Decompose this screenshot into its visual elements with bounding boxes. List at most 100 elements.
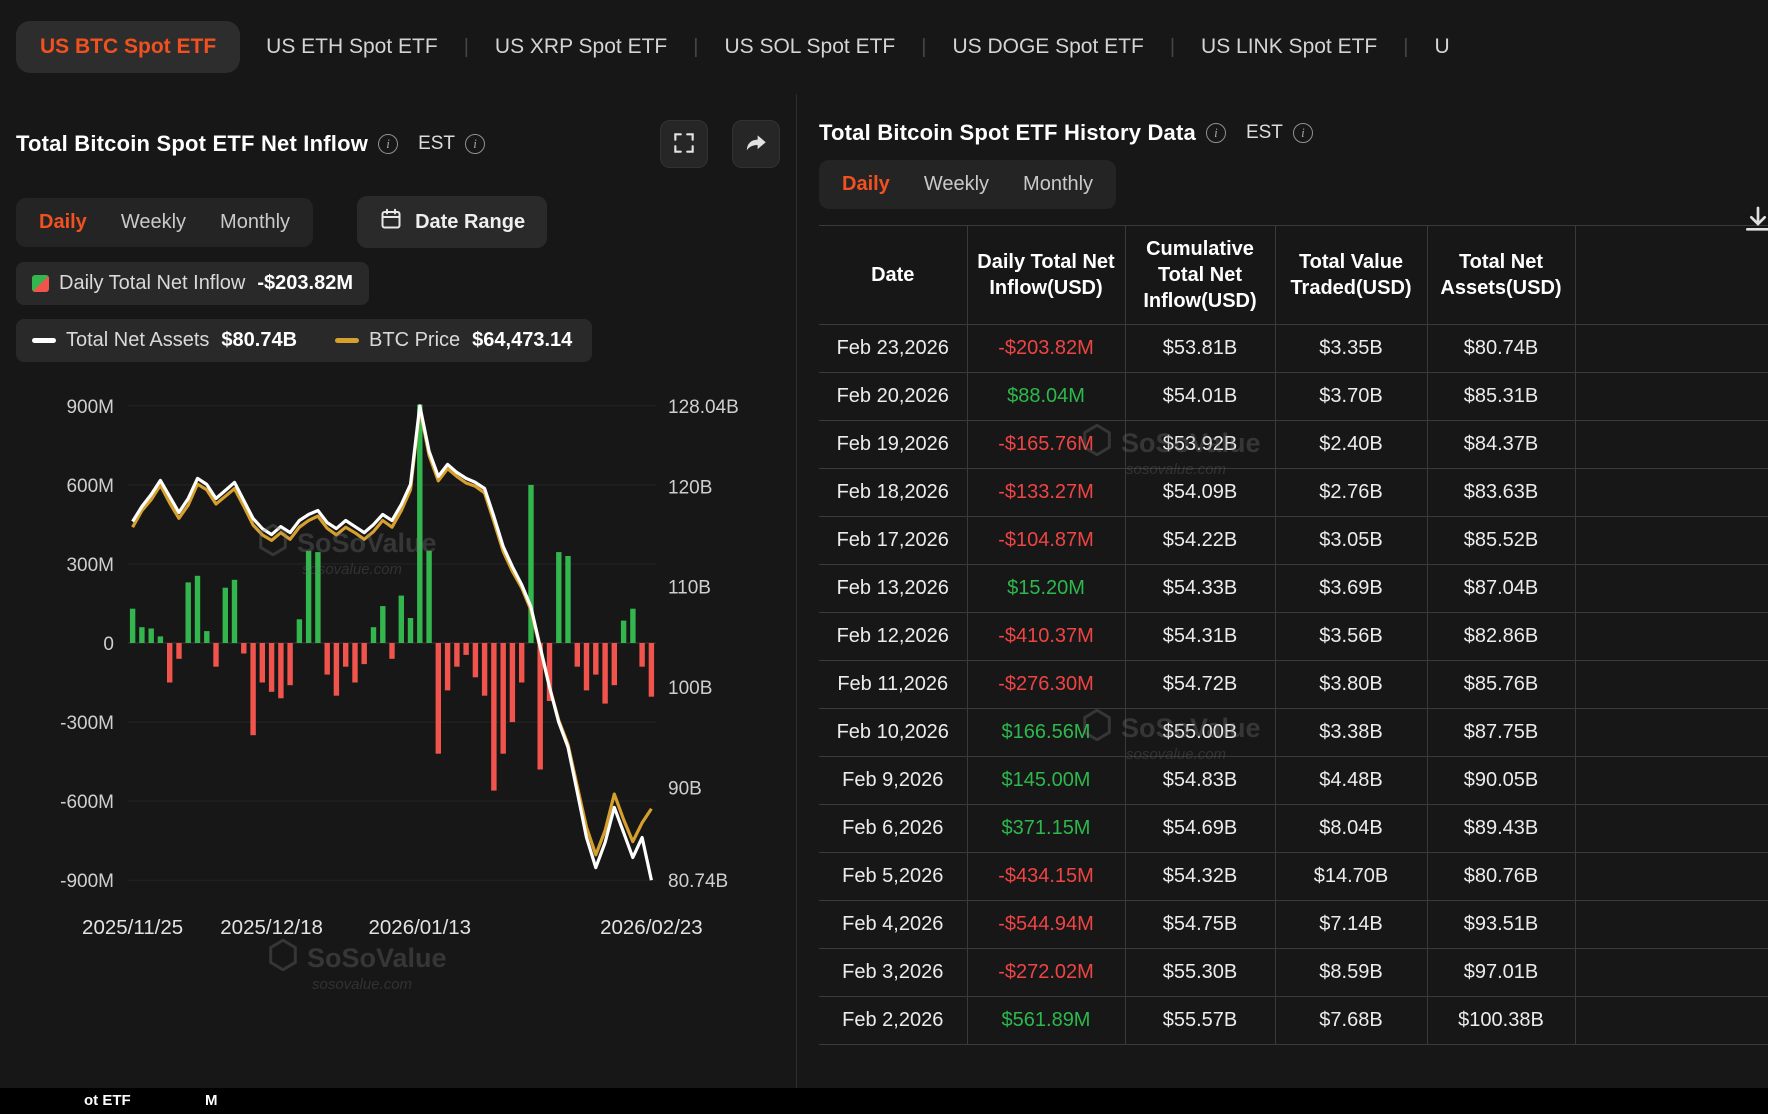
cell-clipped — [1574, 564, 1768, 613]
history-data-panel: Total Bitcoin Spot ETF History Data i ES… — [797, 94, 1768, 1114]
cell-value: $93.51B — [1426, 900, 1576, 949]
table-row: Feb 2,2026 $561.89M $55.57B $7.68B $100.38B — [819, 996, 1768, 1045]
date-range-button[interactable]: Date Range — [357, 196, 548, 248]
inflow-chart[interactable]: 900M 600M 300M 0 -300M -600M -900M 128.04B 120B 1… — [16, 376, 779, 954]
cell-clipped — [1574, 372, 1768, 421]
cell-date: Feb 18,2026 — [819, 468, 968, 517]
cell-date: Feb 17,2026 — [819, 516, 968, 565]
history-panel-header: Total Bitcoin Spot ETF History Data i ES… — [819, 120, 1768, 146]
table-row: Feb 4,2026 -$544.94M $54.75B $7.14B $93.51B — [819, 900, 1768, 949]
svg-text:120B: 120B — [668, 477, 712, 498]
cell-date: Feb 6,2026 — [819, 804, 968, 853]
table-row: Feb 13,2026 $15.20M $54.33B $3.69B $87.04B — [819, 564, 1768, 613]
fullscreen-button[interactable] — [660, 120, 708, 168]
btc-price-legend[interactable]: BTC Price $64,473.14 — [335, 329, 572, 352]
history-table-wrap[interactable]: Date Daily Total Net Inflow(USD) Cumulativ… — [819, 225, 1768, 1091]
cell-value: $100.38B — [1426, 996, 1576, 1045]
nav-separator: | — [1403, 35, 1409, 58]
lines-legend-chip: Total Net Assets $80.74B BTC Price $64,4… — [16, 319, 593, 362]
fullscreen-icon — [671, 130, 697, 159]
tab-daily[interactable]: Daily — [842, 173, 890, 195]
cell-value: $371.15M — [966, 804, 1126, 853]
cell-clipped — [1574, 324, 1768, 373]
table-row: Feb 12,2026 -$410.37M $54.31B $3.56B $82.86B — [819, 612, 1768, 661]
tab-weekly[interactable]: Weekly — [120, 210, 187, 233]
timezone-info-icon[interactable]: i — [1292, 123, 1313, 143]
download-button[interactable] — [1742, 204, 1768, 239]
cell-value: $14.70B — [1274, 852, 1428, 901]
tab-monthly[interactable]: Monthly — [220, 210, 291, 233]
assets-legend-value: $80.74B — [221, 329, 298, 351]
cell-value: -$104.87M — [966, 516, 1126, 565]
cell-clipped — [1574, 900, 1768, 949]
timezone-info-icon[interactable]: i — [465, 134, 486, 154]
inflow-legend-chip[interactable]: Daily Total Net Inflow -$203.82M — [16, 262, 370, 305]
panel-title: Total Bitcoin Spot ETF Net Inflow — [16, 131, 369, 156]
legend-row-lines: Total Net Assets $80.74B BTC Price $64,4… — [16, 319, 780, 362]
nav-tab-us-sol-spot-etf[interactable]: US SOL Spot ETF — [724, 35, 896, 58]
table-header-row: Date Daily Total Net Inflow(USD) Cumulativ… — [819, 225, 1768, 325]
cell-value: $54.75B — [1124, 900, 1276, 949]
cell-value: -$272.02M — [966, 948, 1126, 997]
cell-value: $54.32B — [1124, 852, 1276, 901]
assets-legend[interactable]: Total Net Assets $80.74B — [32, 329, 297, 352]
ticker-fragment: M — [205, 1092, 218, 1109]
cell-value: -$544.94M — [966, 900, 1126, 949]
cell-value: $53.81B — [1124, 324, 1276, 373]
share-button[interactable] — [732, 120, 780, 168]
tab-daily[interactable]: Daily — [39, 210, 87, 233]
nav-tab-u[interactable]: U — [1434, 35, 1450, 58]
cell-date: Feb 4,2026 — [819, 900, 968, 949]
btc-line-icon — [335, 338, 360, 343]
timezone-label: EST — [418, 133, 456, 154]
column-header-daily-total-net-inflow-usd: Daily Total Net Inflow(USD) — [966, 225, 1126, 325]
cell-date: Feb 23,2026 — [819, 324, 968, 373]
history-table: Date Daily Total Net Inflow(USD) Cumulativ… — [819, 225, 1768, 1045]
cell-value: $3.80B — [1274, 660, 1428, 709]
cell-value: -$165.76M — [966, 420, 1126, 469]
table-row: Feb 9,2026 $145.00M $54.83B $4.48B $90.05B — [819, 756, 1768, 805]
cell-value: $88.04M — [966, 372, 1126, 421]
svg-text:90B: 90B — [668, 778, 702, 799]
panel-divider — [796, 94, 797, 1114]
cell-value: $3.56B — [1274, 612, 1428, 661]
nav-tab-us-doge-spot-etf[interactable]: US DOGE Spot ETF — [952, 35, 1144, 58]
cell-date: Feb 3,2026 — [819, 948, 968, 997]
table-body: Feb 23,2026 -$203.82M $53.81B $3.35B $80.74B… — [819, 324, 1768, 1045]
table-period-tabs: Daily Weekly Monthly — [819, 160, 1117, 209]
cell-value: $54.31B — [1124, 612, 1276, 661]
cell-value: $87.75B — [1426, 708, 1576, 757]
cell-date: Feb 20,2026 — [819, 372, 968, 421]
tab-monthly[interactable]: Monthly — [1023, 173, 1094, 195]
nav-separator: | — [921, 35, 927, 58]
nav-tab-us-eth-spot-etf[interactable]: US ETH Spot ETF — [266, 35, 438, 58]
assets-legend-label: Total Net Assets — [66, 329, 210, 351]
legend-row-inflow: Daily Total Net Inflow -$203.82M — [16, 262, 780, 305]
table-row: Feb 18,2026 -$133.27M $54.09B $2.76B $83.63B — [819, 468, 1768, 517]
table-row: Feb 17,2026 -$104.87M $54.22B $3.05B $85.52B — [819, 516, 1768, 565]
nav-tab-us-link-spot-etf[interactable]: US LINK Spot ETF — [1201, 35, 1378, 58]
history-title: Total Bitcoin Spot ETF History Data — [819, 120, 1196, 145]
cell-value: $83.63B — [1426, 468, 1576, 517]
cell-clipped — [1574, 708, 1768, 757]
main-area: Total Bitcoin Spot ETF Net Inflow i EST … — [0, 94, 1768, 1114]
info-icon[interactable]: i — [378, 134, 399, 154]
cell-value: -$410.37M — [966, 612, 1126, 661]
info-icon[interactable]: i — [1205, 123, 1226, 143]
nav-tab-us-btc-spot-etf[interactable]: US BTC Spot ETF — [16, 21, 241, 73]
tab-weekly[interactable]: Weekly — [923, 173, 990, 195]
svg-text:-300M: -300M — [60, 713, 114, 734]
cell-value: $89.43B — [1426, 804, 1576, 853]
table-row: Feb 3,2026 -$272.02M $55.30B $8.59B $97.01B — [819, 948, 1768, 997]
btc-legend-value: $64,473.14 — [472, 329, 573, 351]
cell-value: $166.56M — [966, 708, 1126, 757]
svg-text:900M: 900M — [66, 397, 114, 418]
watermark-domain: sosovalue.com — [312, 976, 413, 993]
svg-text:-600M: -600M — [60, 792, 114, 813]
svg-text:100B: 100B — [668, 678, 712, 699]
cell-value: $55.00B — [1124, 708, 1276, 757]
nav-tab-us-xrp-spot-etf[interactable]: US XRP Spot ETF — [494, 35, 668, 58]
cell-date: Feb 11,2026 — [819, 660, 968, 709]
timezone-label: EST — [1245, 122, 1283, 143]
table-row: Feb 20,2026 $88.04M $54.01B $3.70B $85.31B — [819, 372, 1768, 421]
